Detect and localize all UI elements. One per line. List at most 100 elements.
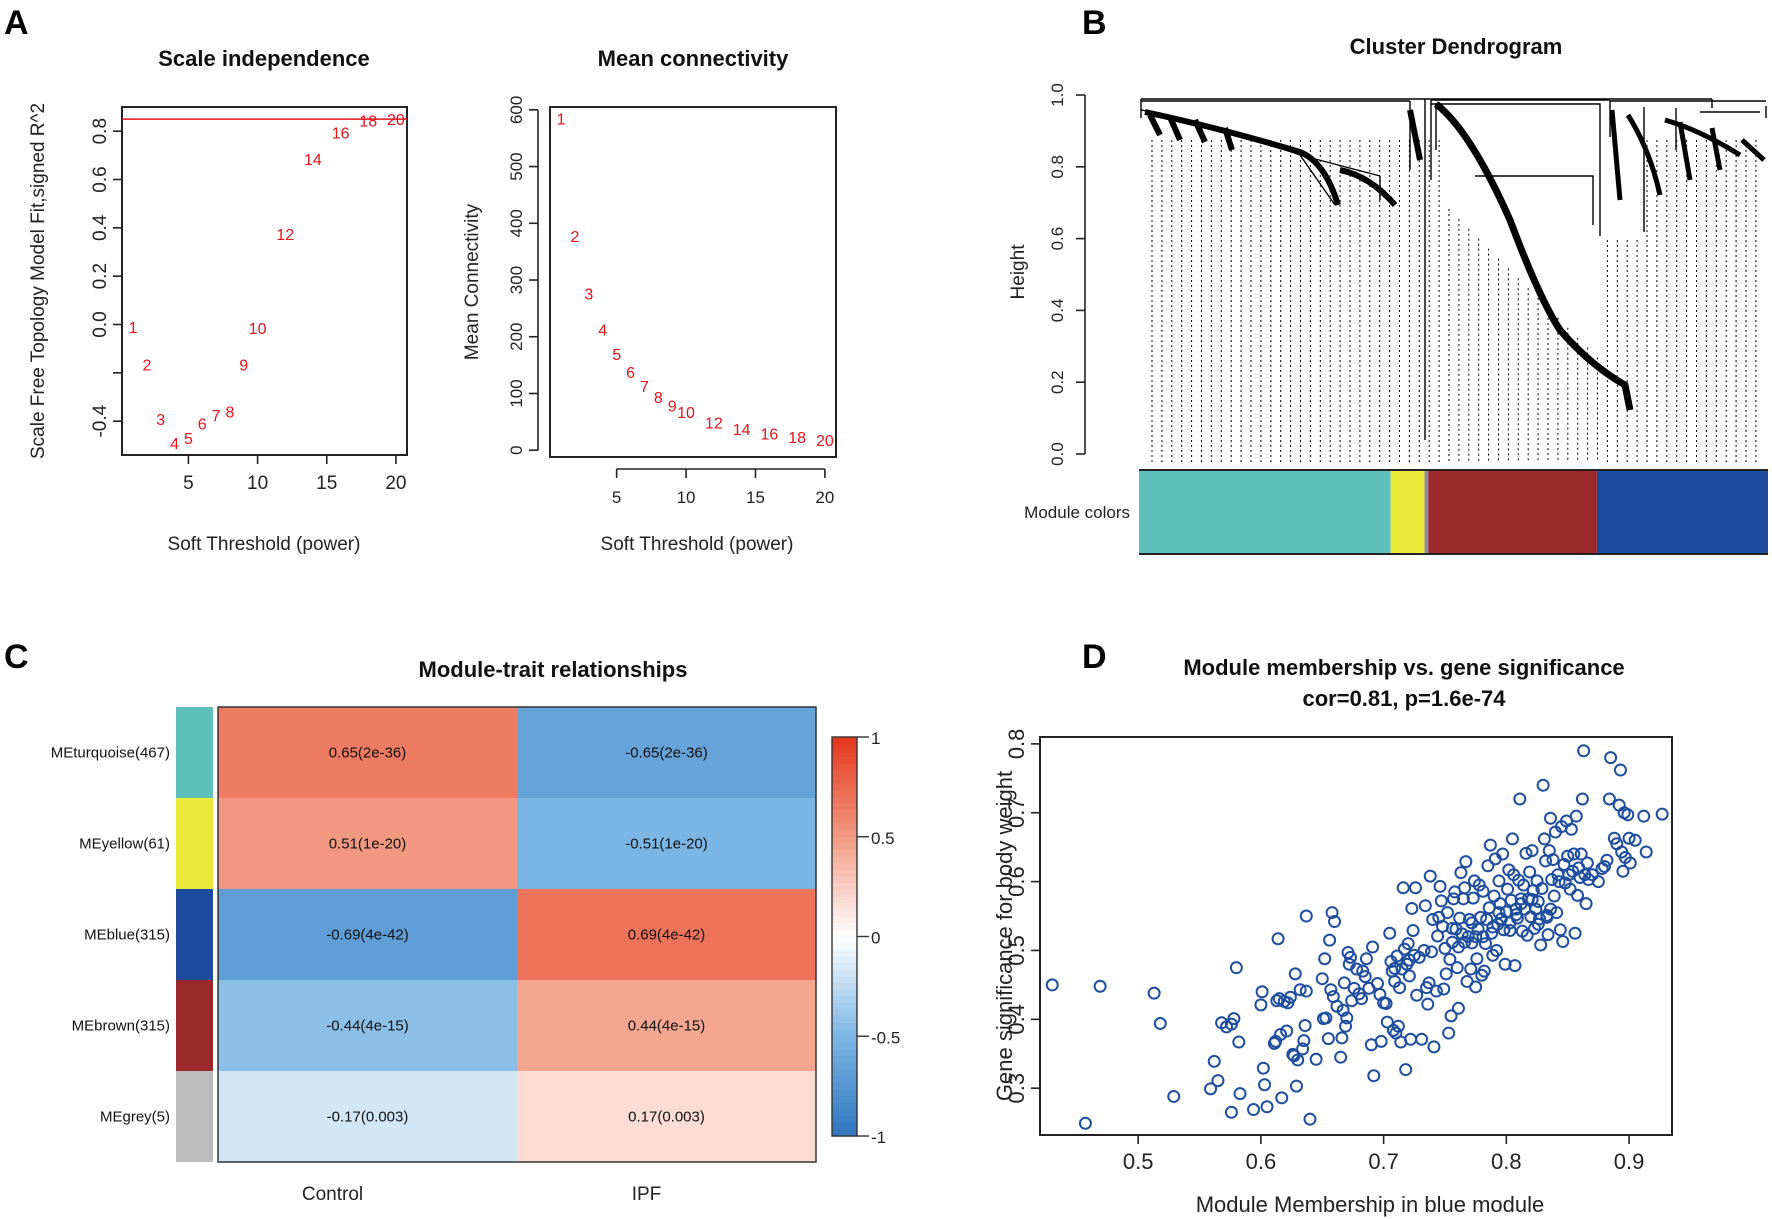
data-point xyxy=(1552,875,1566,889)
chart-title: Mean connectivity xyxy=(598,46,789,71)
data-point xyxy=(1324,983,1338,997)
data-point xyxy=(1255,985,1269,999)
data-point xyxy=(1315,972,1329,986)
x-axis-label: Module Membership in blue module xyxy=(1196,1192,1545,1217)
data-point xyxy=(1045,978,1059,992)
point-label: 7 xyxy=(212,408,221,425)
data-point xyxy=(1490,943,1504,957)
colorbar-segment xyxy=(832,1129,857,1137)
data-point xyxy=(1451,1001,1465,1015)
colorbar-segment xyxy=(832,863,857,871)
dendrogram-branch-dense xyxy=(1609,109,1766,201)
cell-label: 0.69(4e-42) xyxy=(628,927,706,944)
data-point xyxy=(1493,897,1507,911)
data-point xyxy=(1616,864,1630,878)
colorbar-segment xyxy=(832,743,857,751)
module-color-swatch xyxy=(176,798,213,889)
chart-title: Cluster Dendrogram xyxy=(1350,34,1563,59)
y-tick-label: 0.5 xyxy=(1004,935,1029,966)
colorbar-segment xyxy=(832,816,857,825)
row-label: MEgrey(5) xyxy=(100,1109,170,1126)
row-label: MEblue(315) xyxy=(84,927,170,944)
colorbar-segment xyxy=(832,850,857,858)
data-point xyxy=(1637,809,1651,823)
colorbar-segment xyxy=(832,963,857,971)
data-point xyxy=(1374,1034,1388,1048)
data-point xyxy=(1476,930,1490,944)
data-point xyxy=(1337,976,1351,990)
point-label: 14 xyxy=(733,422,751,439)
module-color-bar xyxy=(1139,469,1768,555)
data-point xyxy=(1426,912,1440,926)
data-point xyxy=(1469,930,1483,944)
chart-subtitle: cor=0.81, p=1.6e-74 xyxy=(1302,686,1506,711)
data-point xyxy=(1476,884,1490,898)
data-point xyxy=(1093,979,1107,993)
point-label: 3 xyxy=(584,287,593,304)
y-axis-label: Height xyxy=(1008,244,1029,300)
data-point xyxy=(1293,983,1307,997)
data-point xyxy=(1275,1091,1289,1105)
column-label: Control xyxy=(302,1184,363,1205)
x-tick-label: 0.6 xyxy=(1246,1149,1277,1174)
row-label: MEturquoise(467) xyxy=(51,745,170,762)
y-tick-label: 0.8 xyxy=(1048,155,1067,179)
y-tick-label: 0.6 xyxy=(1048,227,1067,251)
data-point xyxy=(1431,929,1445,943)
data-point xyxy=(1442,1026,1456,1040)
colorbar-segment xyxy=(832,803,857,811)
data-point xyxy=(1415,1032,1429,1046)
colorbar-segment xyxy=(832,943,857,951)
data-point xyxy=(1319,1011,1333,1025)
colorbar-segment xyxy=(832,923,857,931)
data-point xyxy=(1503,923,1517,937)
data-point xyxy=(1580,856,1594,870)
data-point xyxy=(1204,1082,1218,1096)
data-point xyxy=(1602,792,1616,806)
data-point xyxy=(1553,923,1567,937)
data-point xyxy=(1465,916,1479,930)
heatmap-cells: MEturquoise(467) 0.65(2e-36) -0.65(2e-36) M… xyxy=(51,706,817,1205)
colorbar-segment xyxy=(832,1042,857,1051)
data-point xyxy=(1569,809,1583,823)
data-point xyxy=(1547,889,1561,903)
cluster-dendrogram-chart: Cluster Dendrogram Height 0.00.20.40.60.… xyxy=(1008,34,1768,555)
data-point xyxy=(1323,933,1337,947)
chart-title: Scale independence xyxy=(158,46,370,71)
cell-label: -0.17(0.003) xyxy=(327,1109,409,1126)
data-point xyxy=(1517,878,1531,892)
colorbar-segment xyxy=(832,1096,857,1104)
dendrogram-branch-dense xyxy=(1433,101,1634,411)
data-point xyxy=(1513,792,1527,806)
point-label: 18 xyxy=(788,430,806,447)
point-label: 5 xyxy=(612,347,621,364)
dendrogram-branch-dense xyxy=(1144,109,1423,207)
data-point xyxy=(1567,847,1581,861)
cell-label: 0.44(4e-15) xyxy=(628,1018,706,1035)
data-point xyxy=(1383,926,1397,940)
data-point xyxy=(1571,888,1585,902)
data-point xyxy=(1350,962,1364,976)
y-tick-label: 1.0 xyxy=(1048,83,1067,107)
x-tick-label: 0.5 xyxy=(1123,1149,1154,1174)
data-point xyxy=(1424,945,1438,959)
data-point xyxy=(1623,856,1637,870)
colorbar-segment xyxy=(832,976,857,984)
x-tick-label: 20 xyxy=(815,488,834,507)
colorbar-segment xyxy=(832,1029,857,1037)
panel-label-d: D xyxy=(1082,638,1107,676)
colorbar-segment xyxy=(832,810,857,818)
data-point xyxy=(1418,899,1432,913)
data-point xyxy=(1296,1042,1310,1056)
dendrogram-branch xyxy=(1643,99,1760,232)
point-label: 8 xyxy=(654,390,663,407)
dendrogram-tree xyxy=(1140,98,1767,462)
colorbar-segment xyxy=(832,737,857,745)
data-point xyxy=(1147,986,1161,1000)
data-point xyxy=(1260,1100,1274,1114)
data-point xyxy=(1224,1105,1238,1119)
row-label: MEbrown(315) xyxy=(72,1018,170,1035)
data-point xyxy=(1439,967,1453,981)
data-point xyxy=(1291,1053,1305,1067)
colorbar-segment xyxy=(832,796,857,805)
